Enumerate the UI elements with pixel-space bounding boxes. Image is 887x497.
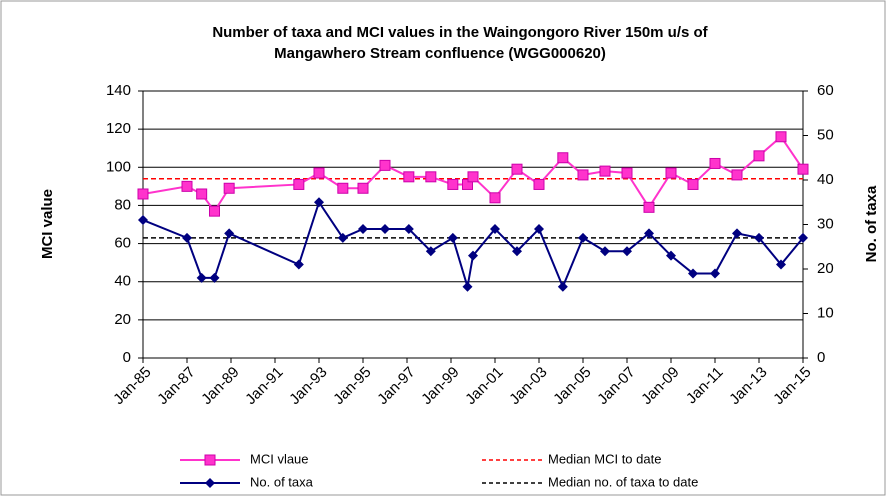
marker: [138, 215, 148, 226]
legend-label: Median MCI to date: [548, 451, 661, 466]
legend-label: Median no. of taxa to date: [548, 474, 698, 489]
marker: [205, 478, 215, 488]
y2-tick-label: 60: [817, 82, 834, 99]
marker: [467, 171, 479, 183]
marker: [204, 454, 216, 466]
marker: [621, 167, 633, 179]
marker: [380, 223, 390, 234]
marker: [599, 165, 611, 177]
marker: [490, 223, 500, 234]
y2-axis-title: No. of taxa: [863, 185, 880, 262]
chart-title: Mangawhero Stream confluence (WGG000620): [274, 45, 606, 62]
y2-tick-label: 50: [817, 126, 834, 143]
marker: [447, 178, 459, 190]
marker: [224, 228, 235, 239]
marker: [425, 171, 437, 183]
marker: [534, 223, 544, 234]
y-tick-label: 80: [114, 196, 131, 213]
marker: [182, 232, 192, 243]
y2-tick-label: 30: [817, 215, 834, 232]
y2-tick-label: 40: [817, 171, 834, 188]
marker: [512, 246, 522, 257]
marker: [357, 182, 369, 194]
marker: [600, 246, 610, 257]
y-tick-label: 60: [114, 235, 131, 252]
y2-tick-label: 10: [817, 304, 834, 321]
marker: [732, 228, 742, 239]
marker: [196, 272, 207, 283]
legend-label: MCI vlaue: [250, 451, 309, 466]
marker: [137, 188, 149, 200]
marker: [293, 259, 304, 270]
marker: [644, 228, 654, 239]
marker: [209, 205, 220, 217]
marker: [710, 268, 720, 279]
marker: [776, 259, 786, 270]
y-tick-label: 140: [106, 82, 131, 99]
legend-label: No. of taxa: [250, 474, 314, 489]
marker: [337, 232, 348, 243]
marker: [314, 197, 324, 208]
marker: [293, 178, 305, 190]
marker: [403, 171, 415, 183]
marker: [462, 281, 473, 292]
marker: [379, 159, 391, 171]
y-tick-label: 40: [114, 273, 131, 290]
marker: [533, 178, 545, 190]
marker: [223, 182, 235, 194]
marker: [447, 232, 458, 243]
marker: [798, 232, 808, 243]
marker: [775, 131, 787, 143]
marker: [643, 201, 655, 213]
marker: [313, 167, 325, 179]
marker: [511, 163, 523, 175]
marker: [196, 188, 208, 200]
marker: [666, 250, 676, 261]
marker: [403, 223, 414, 234]
y-axis-title: MCI value: [39, 189, 56, 259]
chart-title: Number of taxa and MCI values in the Wai…: [212, 24, 708, 41]
y-tick-label: 100: [106, 158, 131, 175]
marker: [797, 163, 809, 175]
marker: [337, 182, 349, 194]
marker: [622, 246, 632, 257]
marker: [209, 272, 220, 283]
y2-tick-label: 0: [817, 349, 825, 366]
marker: [731, 169, 743, 181]
y-tick-label: 0: [123, 349, 131, 366]
marker: [557, 281, 568, 292]
marker: [753, 150, 765, 162]
marker: [181, 180, 193, 192]
marker: [358, 223, 368, 234]
marker: [688, 268, 698, 279]
marker: [425, 246, 436, 257]
marker: [468, 250, 478, 261]
y-tick-label: 120: [106, 120, 131, 137]
marker: [665, 167, 677, 179]
marker: [578, 232, 588, 243]
y-tick-label: 20: [114, 311, 131, 328]
marker: [557, 152, 569, 164]
marker: [754, 232, 764, 243]
marker: [709, 157, 721, 169]
y2-tick-label: 20: [817, 260, 834, 277]
marker: [687, 178, 699, 190]
marker: [577, 169, 589, 181]
marker: [489, 192, 501, 204]
